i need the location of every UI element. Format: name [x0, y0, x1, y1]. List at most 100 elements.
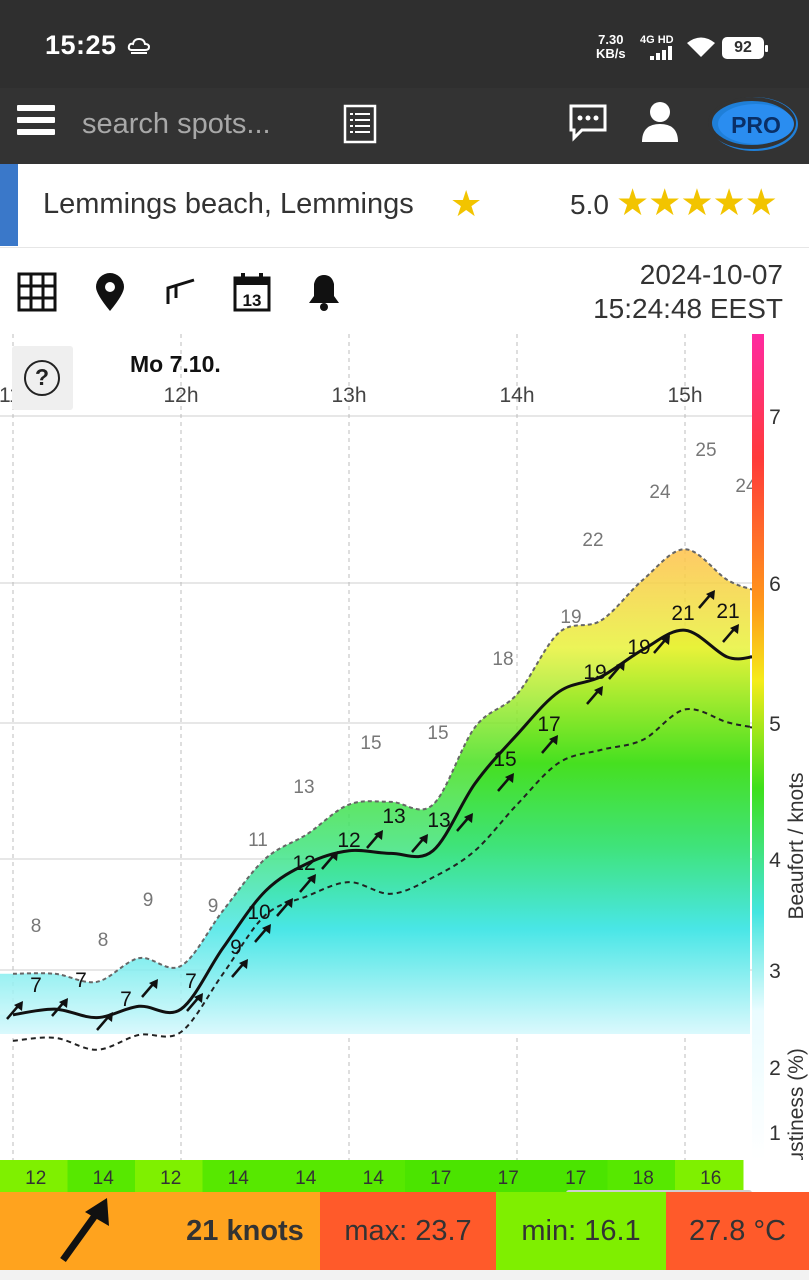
user-icon[interactable]: [640, 100, 680, 144]
average-line: [12, 628, 756, 1020]
average-label: 19: [583, 661, 606, 684]
battery-icon: 92: [722, 37, 768, 59]
spot-accent-bar: [0, 164, 18, 246]
beaufort-tick: 3: [769, 960, 781, 983]
network-speed: 7.30 KB/s: [596, 32, 626, 61]
direction-value: 17: [430, 1168, 451, 1189]
favorite-star-icon[interactable]: ★: [450, 183, 483, 224]
gustiness-tick: 2: [769, 1057, 781, 1080]
wind-arrow-icon: [321, 851, 338, 870]
hour-label: 15h: [667, 384, 702, 407]
wind-arrow-icon: [497, 773, 514, 792]
cloud-icon: [127, 37, 151, 54]
direction-cell: [540, 1160, 609, 1192]
direction-value: 14: [93, 1168, 115, 1189]
search-input[interactable]: [82, 104, 322, 144]
direction-value: 14: [228, 1168, 250, 1189]
wind-chart[interactable]: 8 8 9 9 11 13 15 15 18 19 22 24 25 24 7 7 7 7 9 10 12 12 13 13 1…: [0, 334, 809, 1180]
gust-label: 9: [208, 896, 219, 917]
max-speed: max: 23.7: [320, 1192, 496, 1270]
wind-arrow-icon: [6, 1001, 23, 1020]
hour-label: 13h: [331, 384, 366, 407]
average-label: 12: [292, 852, 315, 875]
direction-cell: [135, 1160, 204, 1192]
direction-value: 12: [25, 1168, 46, 1189]
lull-line: [12, 707, 755, 1051]
wind-arrow-icon: [722, 624, 739, 643]
direction-value: 17: [565, 1168, 586, 1189]
direction-value: 18: [633, 1168, 654, 1189]
hour-label: 12h: [163, 384, 198, 407]
wind-arrow-icon: [299, 874, 316, 893]
current-speed: 21 knots: [170, 1192, 320, 1270]
help-button[interactable]: ?: [12, 346, 73, 410]
gust-label: 24: [649, 482, 671, 503]
average-label: 19: [627, 636, 650, 659]
gust-label: 24: [735, 476, 757, 497]
hour-label: 14h: [499, 384, 534, 407]
gust-label: 19: [560, 607, 581, 628]
average-label: 15: [493, 748, 516, 771]
wifi-icon: [687, 37, 715, 57]
beaufort-tick: 4: [769, 849, 781, 872]
wind-arrow-icon: [231, 959, 248, 978]
app-header: PRO: [0, 88, 809, 164]
spot-header: Lemmings beach, Lemmings ★ 5.0 ★★★★★: [0, 164, 809, 248]
average-label: 13: [382, 805, 405, 828]
spot-profile-icon[interactable]: [160, 272, 200, 312]
average-label: 13: [427, 809, 450, 832]
document-icon[interactable]: [343, 104, 377, 144]
beaufort-tick: 5: [769, 713, 781, 736]
svg-text:13: 13: [243, 291, 262, 310]
signal-icon: [650, 46, 672, 60]
direction-cell: [405, 1160, 474, 1192]
wind-arrow-icon: [456, 813, 473, 832]
map-pin-icon[interactable]: [90, 272, 130, 312]
gust-label: 11: [248, 830, 268, 851]
wind-arrow-icon: [411, 834, 428, 853]
gust-label: 15: [427, 723, 448, 744]
direction-cell: [675, 1160, 744, 1192]
toolbar: 13 2024-10-07 15:24:48 EEST: [0, 248, 809, 334]
pro-badge-icon[interactable]: PRO: [704, 90, 802, 156]
direction-cell: [337, 1160, 406, 1192]
menu-icon[interactable]: [17, 105, 55, 143]
status-time: 15:25: [45, 30, 117, 60]
grid-icon[interactable]: [17, 272, 57, 312]
average-label: 10: [247, 901, 270, 924]
rating-stars-icon[interactable]: ★★★★★: [616, 182, 778, 223]
direction-cell: [472, 1160, 541, 1192]
wind-direction-arrow-icon: [60, 1198, 109, 1263]
wind-arrow-icon: [653, 635, 670, 654]
direction-value: 17: [498, 1168, 519, 1189]
wind-arrow-icon: [96, 1012, 113, 1031]
forecast-time: 15:24:48 EEST: [593, 293, 783, 324]
chat-icon[interactable]: [568, 102, 608, 142]
gust-label: 8: [31, 916, 42, 937]
direction-cell: [67, 1160, 136, 1192]
beaufort-tick: 7: [769, 406, 781, 429]
direction-value: 14: [295, 1168, 317, 1189]
spot-name: Lemmings beach, Lemmings: [43, 188, 414, 220]
gust-label: 8: [98, 930, 109, 951]
calendar-icon[interactable]: 13: [232, 272, 272, 312]
current-direction: [0, 1192, 170, 1270]
average-label: 12: [337, 829, 360, 852]
gust-label: 22: [582, 530, 603, 551]
gust-label: 9: [143, 890, 154, 911]
bell-icon[interactable]: [304, 272, 344, 312]
average-label: 7: [75, 969, 87, 992]
direction-value: 16: [700, 1168, 721, 1189]
bottom-edge: [0, 1270, 809, 1280]
wind-arrow-icon: [141, 979, 158, 998]
wind-arrow-icon: [51, 998, 68, 1017]
direction-cell: [0, 1160, 69, 1192]
average-label: 7: [120, 988, 132, 1011]
direction-cell: [607, 1160, 676, 1192]
network-type: 4G HD: [640, 34, 674, 46]
gust-label: 25: [695, 440, 716, 461]
forecast-timestamp: 2024-10-07 15:24:48 EEST: [593, 258, 783, 326]
wind-arrow-icon: [586, 686, 603, 705]
gust-label: 15: [360, 733, 381, 754]
